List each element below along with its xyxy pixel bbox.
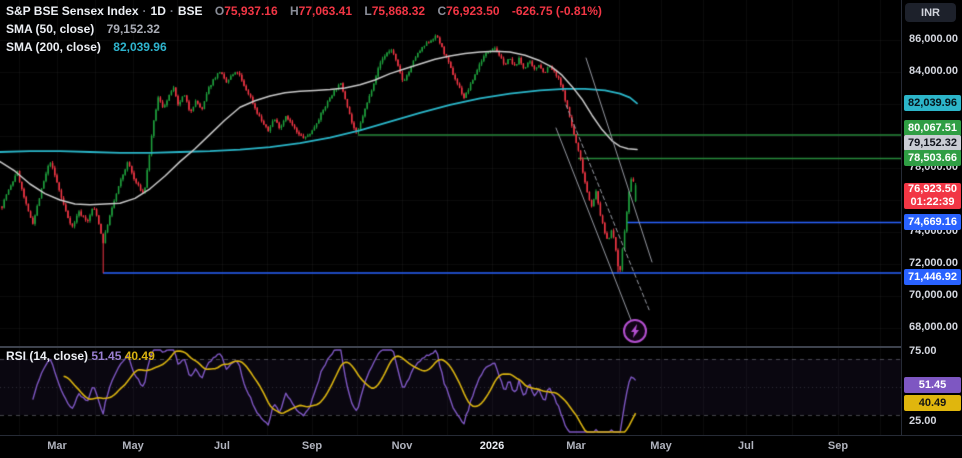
rsi-ma-value-badge: 40.49 — [904, 395, 961, 411]
rsi-label: RSI (14, close) — [6, 349, 89, 363]
time-axis-label: Mar — [566, 440, 586, 452]
rsi-value-badge: 51.45 — [904, 377, 961, 393]
price-badge-level-80067: 80,067.51 — [904, 120, 961, 136]
sma200-row[interactable]: SMA (200, close) 82,039.96 — [6, 38, 602, 56]
time-axis-label: 2026 — [479, 440, 505, 452]
time-axis-label: May — [122, 440, 144, 452]
chart-legend: S&P BSE Sensex Index · 1D · BSE O75,937.16 H… — [6, 2, 602, 56]
price-axis-label: 75.00 — [909, 345, 937, 357]
price-badge-sma50: 79,152.32 — [904, 135, 961, 151]
open-value: 75,937.16 — [224, 4, 278, 18]
sma200-value: 82,039.96 — [113, 40, 167, 54]
price-axis-label: 68,000.00 — [909, 321, 958, 333]
time-axis-label: Mar — [47, 440, 67, 452]
rsi-value: 51.45 — [91, 349, 122, 363]
change-value: -626.75 (-0.81%) — [511, 4, 602, 18]
price-axis[interactable]: 86,000.00 84,000.00 78,000.00 74,000.00 72,0… — [901, 0, 962, 435]
last-price-value: 76,923.50 — [908, 183, 957, 195]
rsi-legend-row[interactable]: RSI (14, close) 51.45 40.49 — [6, 349, 155, 364]
price-axis-label: 84,000.00 — [909, 65, 958, 77]
time-axis-label: Nov — [391, 440, 413, 452]
time-axis[interactable]: Mar May Jul Sep Nov 2026 Mar May Jul Sep — [0, 435, 962, 458]
pane-separator[interactable] — [0, 346, 901, 348]
time-axis-label: Jul — [214, 440, 230, 452]
separator-dot: · — [169, 4, 174, 18]
time-axis-label: Sep — [301, 440, 323, 452]
interval-label[interactable]: 1D — [150, 4, 166, 18]
bar-countdown: 01:22:39 — [910, 196, 955, 208]
price-badge-last: 76,923.50 01:22:39 — [904, 183, 961, 209]
price-axis-label: 70,000.00 — [909, 289, 958, 301]
symbol-title: S&P BSE Sensex Index — [6, 4, 139, 18]
price-badge-level-78503: 78,503.66 — [904, 150, 961, 166]
price-axis-label: 72,000.00 — [909, 257, 958, 269]
high-value: 77,063.41 — [298, 4, 353, 18]
price-axis-label: 86,000.00 — [909, 33, 958, 45]
open-label: O — [214, 4, 225, 18]
rsi-ma-value: 40.49 — [124, 349, 155, 363]
sma50-value: 79,152.32 — [106, 22, 160, 36]
exchange-label: BSE — [177, 4, 203, 18]
low-value: 75,868.32 — [371, 4, 426, 18]
price-axis-label: 25.00 — [909, 415, 937, 427]
price-badge-level-71446: 71,446.92 — [904, 269, 961, 285]
sma50-row[interactable]: SMA (50, close) 79,152.32 — [6, 20, 602, 38]
close-label: C — [437, 4, 447, 18]
symbol-row[interactable]: S&P BSE Sensex Index · 1D · BSE O75,937.16 H… — [6, 2, 602, 20]
separator-dot: · — [142, 4, 147, 18]
high-label: H — [289, 4, 299, 18]
price-badge-sma200: 82,039.96 — [904, 95, 961, 111]
price-badge-level-74669: 74,669.16 — [904, 214, 961, 230]
sma200-label: SMA (200, close) — [6, 40, 101, 54]
low-label: L — [364, 4, 372, 18]
time-axis-label: May — [650, 440, 672, 452]
time-axis-label: Sep — [827, 440, 849, 452]
time-axis-label: Jul — [738, 440, 754, 452]
currency-button[interactable]: INR — [905, 3, 956, 22]
close-value: 76,923.50 — [446, 4, 500, 18]
sma50-label: SMA (50, close) — [6, 22, 95, 36]
